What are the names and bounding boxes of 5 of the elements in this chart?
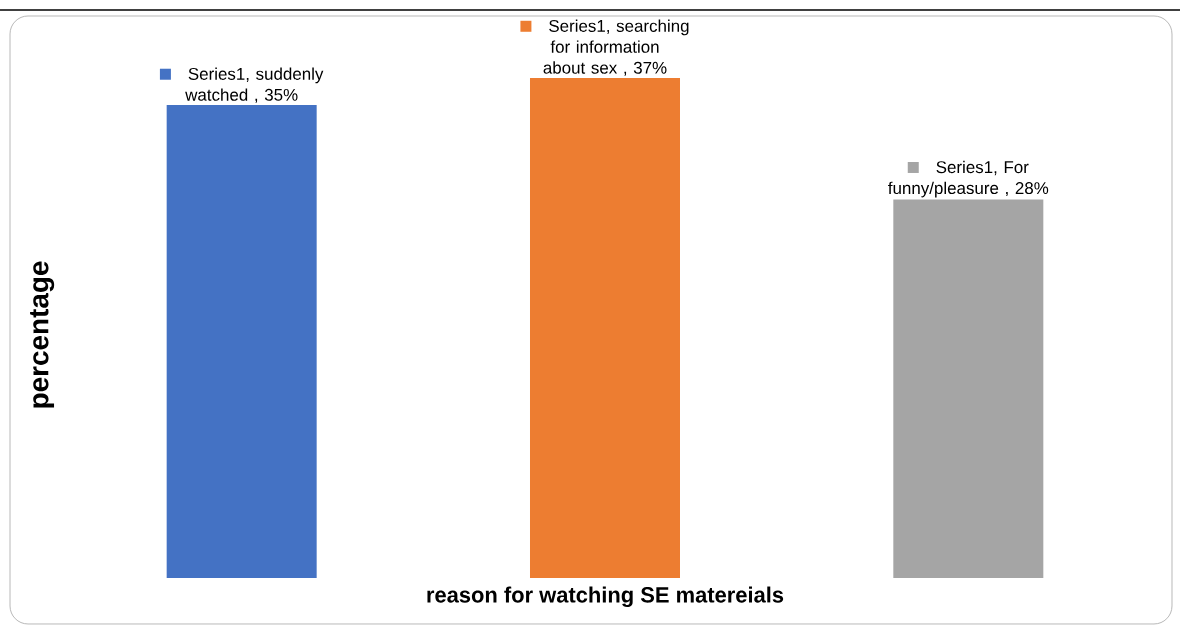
- x-axis-title: reason for watching SE matereials: [427, 586, 784, 608]
- data-label: Series1, searching for information about sex , 37%: [543, 19, 689, 76]
- y-axis-title: percentage: [30, 261, 55, 408]
- data-label: Series1, For funny/pleasure , 28%: [888, 160, 1049, 198]
- data-label: Series1, suddenly watched , 35%: [185, 67, 324, 103]
